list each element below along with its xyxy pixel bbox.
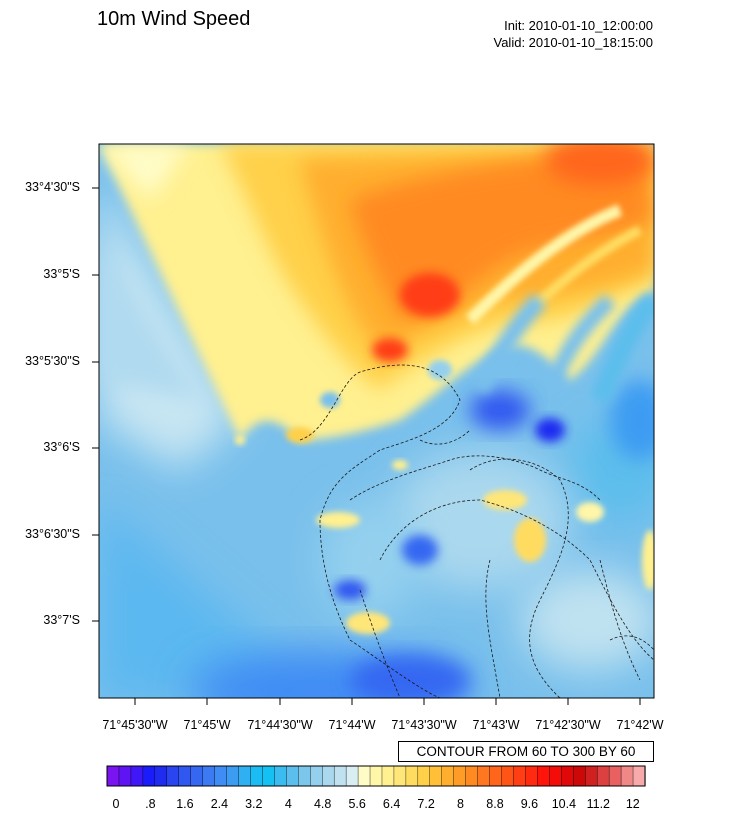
colorbar-swatch (393, 765, 407, 787)
colorbar-swatch (537, 765, 550, 787)
lat-label: 33°5'30"S (25, 354, 80, 368)
lon-label: 71°44'W (328, 718, 376, 732)
colorbar-swatch (585, 765, 598, 787)
colorbar-swatch (596, 765, 610, 787)
colorbar-swatch (333, 765, 347, 787)
colorbar-swatch (525, 765, 539, 787)
colorbar-swatch (322, 765, 335, 787)
colorbar-swatch (345, 765, 359, 787)
colorbar-swatch (190, 765, 204, 787)
colorbar-swatch (608, 765, 622, 787)
lon-label: 71°43'W (472, 718, 520, 732)
colorbar-swatch (214, 765, 228, 787)
lat-label: 33°4'30"S (25, 180, 80, 194)
colorbar-label: 4 (284, 797, 292, 811)
colorbar-swatch (310, 765, 323, 787)
colorbar-swatch (429, 765, 443, 787)
colorbar-swatch (274, 765, 287, 787)
lon-label: 71°44'30"W (247, 718, 313, 732)
map-frame (98, 143, 655, 699)
terrain-contours (299, 364, 654, 698)
colorbar-swatch (501, 765, 515, 787)
wind-field (99, 144, 654, 698)
colorbar-label: 2.4 (210, 797, 229, 811)
init-time: Init: 2010-01-10_12:00:00 (504, 18, 653, 33)
colorbar-swatch (513, 765, 527, 787)
colorbar-label: 9.6 (520, 797, 539, 811)
colorbar-swatch (357, 765, 371, 787)
colorbar-swatch (130, 765, 144, 787)
colorbar-label: 6.4 (382, 797, 401, 811)
colorbar-swatch (369, 765, 383, 787)
colorbar-swatch (381, 765, 395, 787)
lon-label: 71°45'30"W (102, 718, 168, 732)
axis-ticks (92, 187, 641, 705)
colorbar-swatch (417, 765, 431, 787)
colorbar-swatch (620, 765, 634, 787)
colorbar-swatch (453, 765, 467, 787)
lat-label: 33°6'S (43, 440, 80, 454)
colorbar (106, 765, 646, 787)
lat-label: 33°7'S (43, 613, 80, 627)
colorbar-swatch (106, 765, 120, 787)
lon-label: 71°45'W (183, 718, 231, 732)
colorbar-label: 7.2 (417, 797, 435, 811)
colorbar-swatch (178, 765, 192, 787)
colorbar-swatch (632, 765, 646, 787)
lat-label: 33°5'S (43, 267, 80, 281)
colorbar-label: 4.8 (313, 797, 332, 811)
lon-label: 71°42'30"W (535, 718, 601, 732)
colorbar-label: 0 (112, 797, 120, 811)
colorbar-swatch (238, 765, 252, 787)
colorbar-label: 8 (457, 797, 464, 811)
colorbar-label: 12 (625, 797, 640, 811)
colorbar-swatch (202, 765, 216, 787)
colorbar-swatch (465, 765, 479, 787)
colorbar-swatch (262, 765, 275, 787)
colorbar-swatch (118, 765, 132, 787)
lon-label: 71°42'W (616, 718, 664, 732)
colorbar-swatch (226, 765, 240, 787)
colorbar-swatch (250, 765, 264, 787)
colorbar-swatch (573, 765, 586, 787)
colorbar-swatch (561, 765, 574, 787)
colorbar-swatch (154, 765, 168, 787)
map-title: 10m Wind Speed (97, 8, 251, 30)
colorbar-swatch (405, 765, 419, 787)
lat-label: 33°6'30"S (25, 527, 80, 541)
colorbar-label: .8 (145, 797, 156, 811)
colorbar-label: 5.6 (348, 797, 366, 811)
colorbar-frame (106, 765, 646, 787)
colorbar-swatch (549, 765, 562, 787)
colorbar-label: 10.4 (551, 797, 577, 811)
colorbar-swatch (298, 765, 311, 787)
colorbar-swatch (142, 765, 156, 787)
colorbar-swatch (166, 765, 180, 787)
colorbar-label: 1.6 (176, 797, 194, 811)
colorbar-swatch (441, 765, 455, 787)
lon-label: 71°43'30"W (391, 718, 457, 732)
colorbar-swatch (286, 765, 299, 787)
colorbar-swatch (477, 765, 491, 787)
colorbar-swatch (489, 765, 503, 787)
colorbar-label: 8.8 (486, 797, 504, 811)
colorbar-label: 11.2 (586, 797, 610, 811)
contour-info-box: CONTOUR FROM 60 TO 300 BY 60 (398, 741, 654, 762)
valid-time: Valid: 2010-01-10_18:15:00 (493, 35, 654, 50)
colorbar-label: 3.2 (245, 797, 263, 811)
